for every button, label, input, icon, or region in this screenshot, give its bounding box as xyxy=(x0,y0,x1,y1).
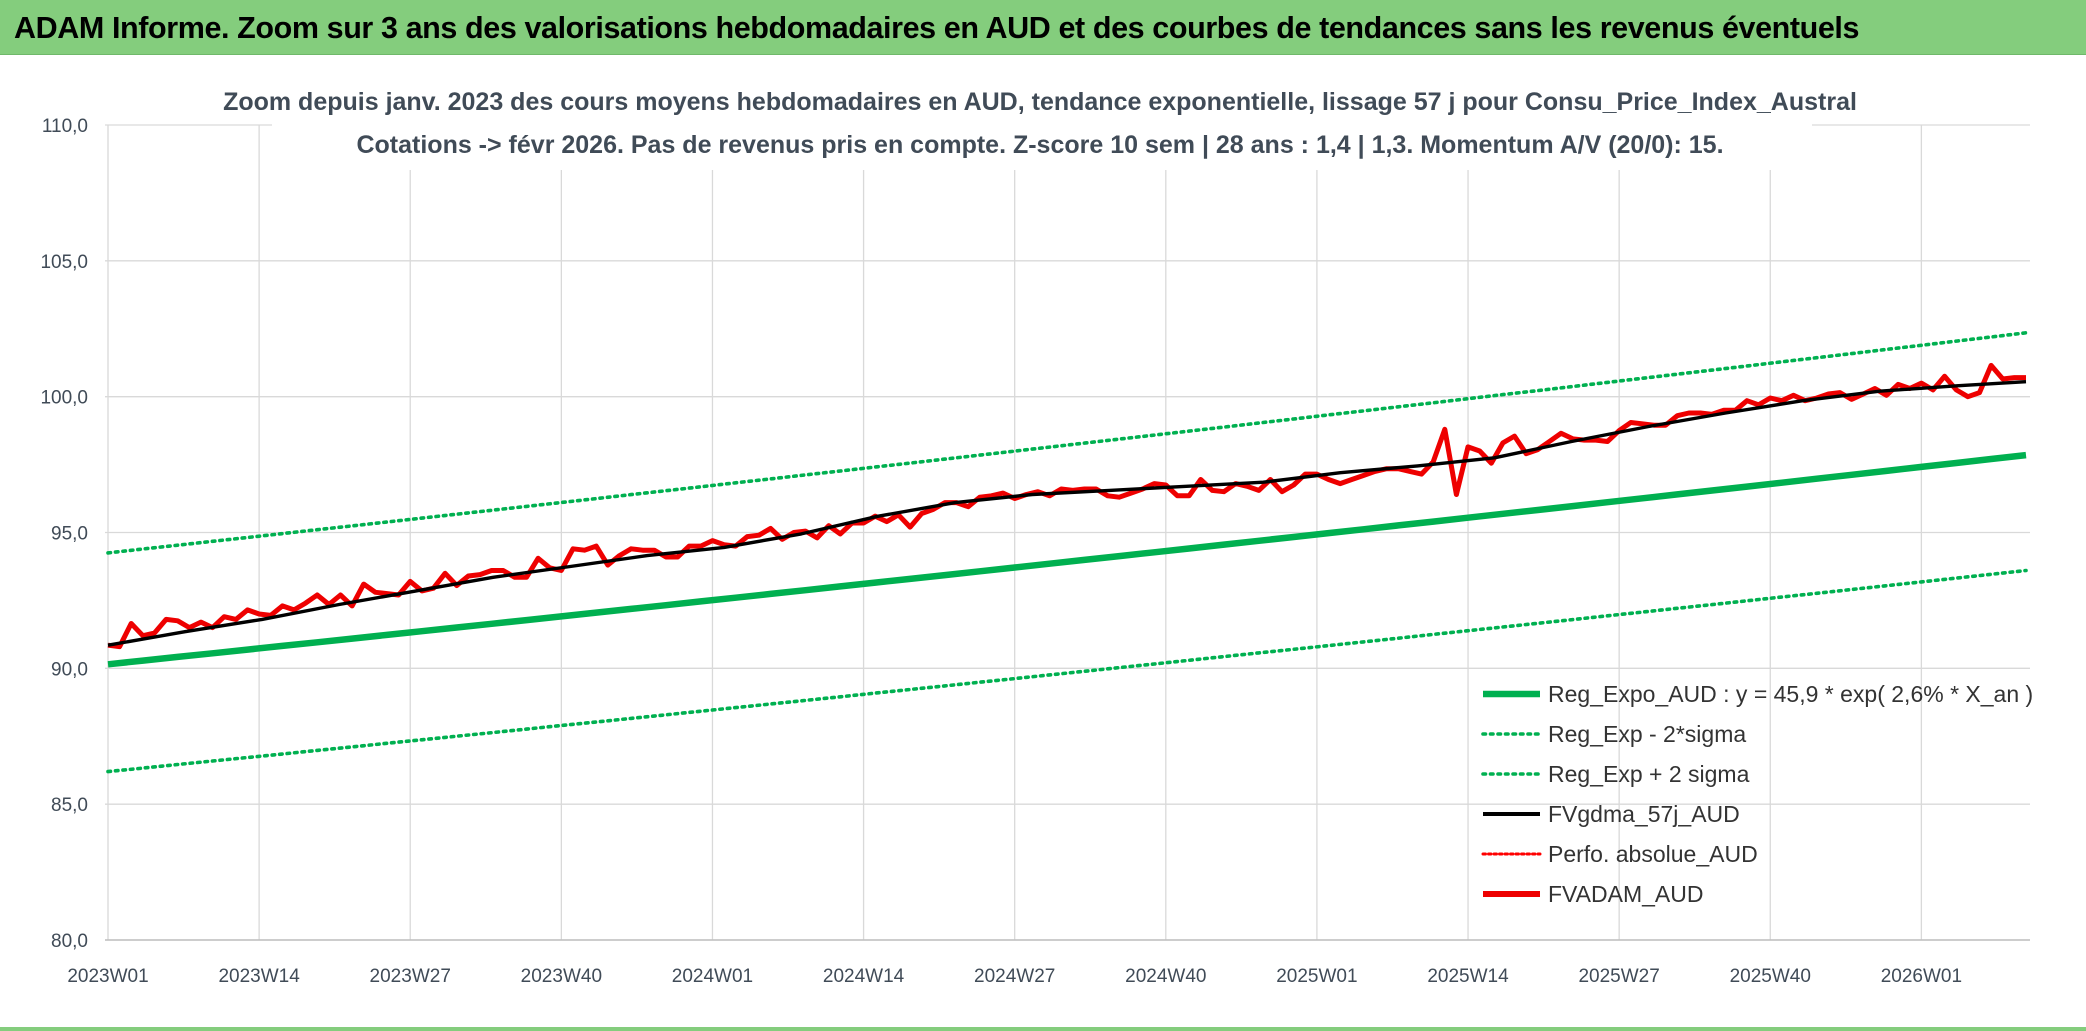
x-tick-label: 2023W14 xyxy=(218,966,300,987)
bottom-band xyxy=(0,1027,2086,1031)
x-tick-label: 2023W01 xyxy=(67,966,148,987)
x-tick-label: 2023W27 xyxy=(370,966,451,987)
legend-item-fvadam-label: FVADAM_AUD xyxy=(1548,881,1704,907)
legend-item-reg-exp-minus-2sigma-label: Reg_Exp - 2*sigma xyxy=(1548,721,1746,747)
legend-item-reg-expo-label: Reg_Expo_AUD : y = 45,9 * exp( 2,6% * X_… xyxy=(1548,681,2033,707)
x-tick-label: 2026W01 xyxy=(1881,966,1962,987)
series-line-reg-exp-minus-2sigma xyxy=(106,568,2028,774)
x-axis: 2023W01 2023W14 2023W27 2023W40 2024W01 2024W… xyxy=(67,966,1962,987)
y-tick-label: 110,0 xyxy=(42,116,88,137)
legend: Reg_Expo_AUD : y = 45,9 * exp( 2,6% * X_… xyxy=(1481,681,2033,907)
x-tick-label: 2024W14 xyxy=(823,966,905,987)
y-axis: 80,0 85,0 90,0 95,0 100,0 105,0 110,0 xyxy=(40,116,88,952)
series-line-fvgdma-57j xyxy=(107,380,2027,647)
chart-title-line1: Zoom depuis janv. 2023 des cours moyens … xyxy=(223,88,1857,116)
x-tick-label: 2025W40 xyxy=(1730,966,1811,987)
y-tick-label: 80,0 xyxy=(51,931,88,952)
y-tick-label: 100,0 xyxy=(40,388,88,409)
chart-title-background xyxy=(272,80,1812,170)
header-bar: ADAM Informe. Zoom sur 3 ans des valoris… xyxy=(0,0,2086,55)
legend-item-fvgdma-label: FVgdma_57j_AUD xyxy=(1548,801,1740,827)
x-tick-label: 2024W27 xyxy=(974,966,1055,987)
y-tick-label: 85,0 xyxy=(51,795,88,816)
y-tick-label: 95,0 xyxy=(51,524,88,545)
legend-item-reg-exp-plus-2sigma-label: Reg_Exp + 2 sigma xyxy=(1548,761,1750,787)
series-line-reg-expo xyxy=(107,451,2027,668)
x-tick-label: 2023W40 xyxy=(521,966,602,987)
x-tick-label: 2025W27 xyxy=(1578,966,1659,987)
series-line-reg-exp-plus-2sigma xyxy=(106,330,2028,555)
x-tick-label: 2024W40 xyxy=(1125,966,1206,987)
x-tick-label: 2024W01 xyxy=(672,966,753,987)
page-title: ADAM Informe. Zoom sur 3 ans des valoris… xyxy=(14,11,1860,45)
legend-item-perfo-absolue-label: Perfo. absolue_AUD xyxy=(1548,841,1758,867)
series-layer xyxy=(106,330,2028,774)
x-tick-label: 2025W01 xyxy=(1276,966,1357,987)
y-tick-label: 105,0 xyxy=(40,252,88,273)
chart-background xyxy=(0,55,2086,1027)
chart-title-line2: Cotations -> févr 2026. Pas de revenus p… xyxy=(356,131,1723,159)
y-tick-label: 90,0 xyxy=(51,659,88,680)
x-tick-label: 2025W14 xyxy=(1427,966,1509,987)
